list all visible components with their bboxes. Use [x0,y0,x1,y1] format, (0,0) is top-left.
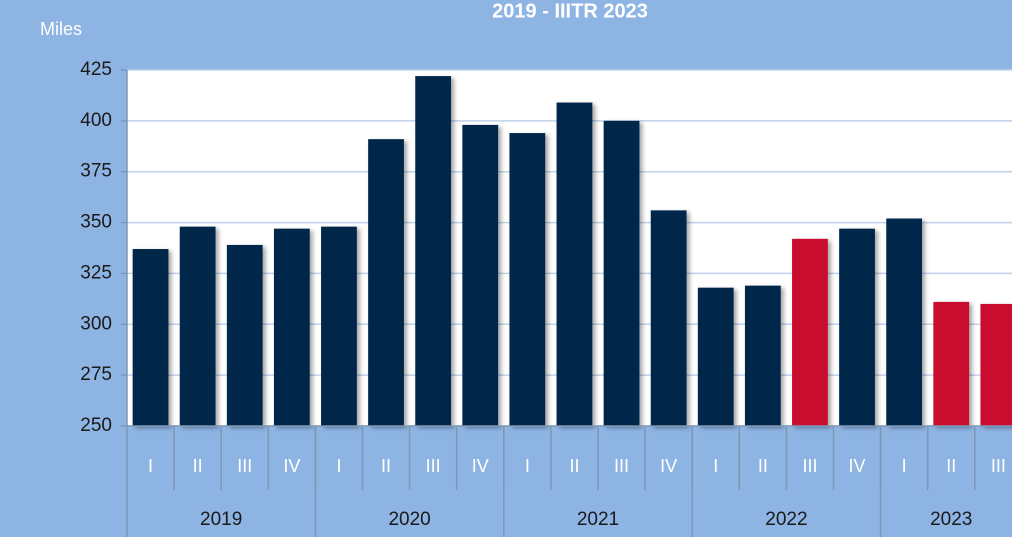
group-label: 2021 [577,509,619,530]
bar [697,287,734,426]
x-tick-label: III [426,456,441,476]
x-tick-label: I [713,456,718,476]
y-tick-label: 325 [80,262,112,283]
group-label: 2019 [200,509,242,530]
bar [886,218,923,426]
y-tick-label: 425 [80,59,112,80]
bar [650,210,687,426]
y-tick-label: 400 [80,110,112,131]
x-tick-label: IV [472,456,489,476]
bar [839,228,875,426]
bar [980,303,1012,426]
x-tick-label: II [946,456,956,476]
bar [603,120,640,426]
y-tick-label: 350 [80,212,112,233]
x-tick-label: II [758,456,768,476]
bar [321,226,357,426]
bar [792,238,828,426]
bar [415,76,452,427]
y-tick-label: 250 [80,415,112,436]
x-tick-label: II [193,456,203,476]
y-axis-label: Miles [40,19,82,39]
bar [273,228,310,426]
chart-title: 2019 - IIITR 2023 [492,0,648,22]
x-tick-label: IV [849,456,866,476]
group-label: 2022 [765,509,807,530]
group-label: 2020 [388,509,430,530]
x-tick-label: III [614,456,629,476]
x-tick-label: II [569,456,579,476]
x-tick-label: IV [283,456,300,476]
x-tick-label: I [902,456,907,476]
bar [462,124,499,426]
group-label: 2023 [930,509,972,530]
x-tick-label: I [525,456,530,476]
y-tick-label: 375 [80,161,112,182]
bar [509,133,546,426]
x-tick-label: III [237,456,252,476]
bar [744,285,781,426]
bar [226,244,263,426]
bar [132,249,169,426]
bar [933,301,970,426]
x-tick-label: II [381,456,391,476]
y-tick-label: 300 [80,313,112,334]
bar [368,139,404,426]
bar [556,102,593,426]
x-tick-label: III [802,456,817,476]
bar [179,226,216,426]
x-tick-label: IV [660,456,677,476]
y-tick-label: 275 [80,364,112,385]
x-tick-label: I [148,456,153,476]
x-tick-label: I [336,456,341,476]
x-tick-label: III [991,456,1006,476]
